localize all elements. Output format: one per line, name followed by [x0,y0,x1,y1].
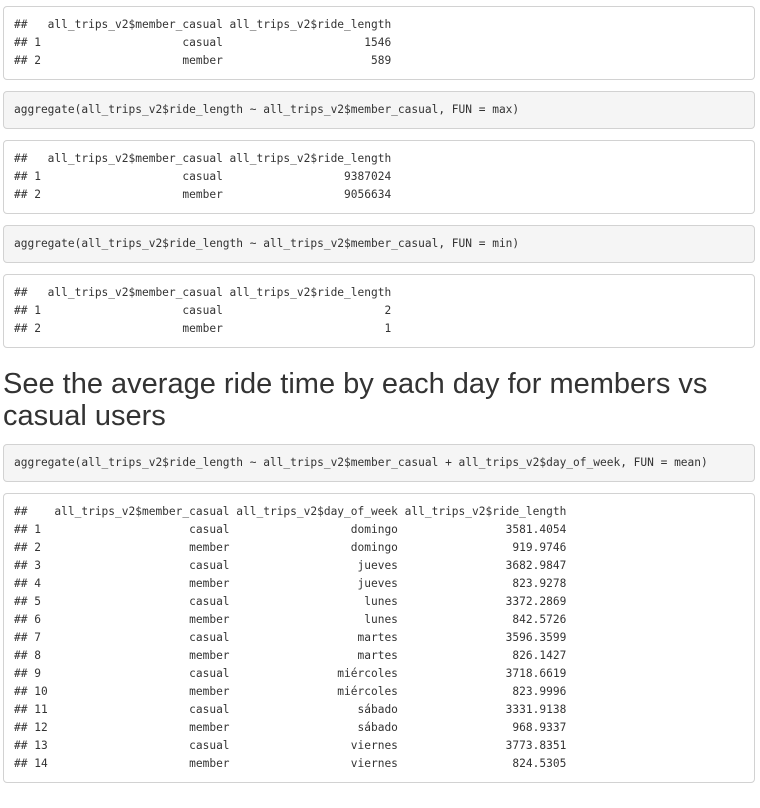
output-block-aggregate-result: ## all_trips_v2$member_casual all_trips_… [3,6,755,80]
code-block-aggregate-day-of-week: aggregate(all_trips_v2$ride_length ~ all… [3,444,755,482]
section-heading: See the average ride time by each day fo… [3,368,708,432]
output-block-aggregate-min: ## all_trips_v2$member_casual all_trips_… [3,274,755,348]
output-block-aggregate-day-of-week: ## all_trips_v2$member_casual all_trips_… [3,493,755,783]
code-block-aggregate-max: aggregate(all_trips_v2$ride_length ~ all… [3,91,755,129]
document-page: ## all_trips_v2$member_casual all_trips_… [3,6,755,783]
output-block-aggregate-max: ## all_trips_v2$member_casual all_trips_… [3,140,755,214]
code-block-aggregate-min: aggregate(all_trips_v2$ride_length ~ all… [3,225,755,263]
